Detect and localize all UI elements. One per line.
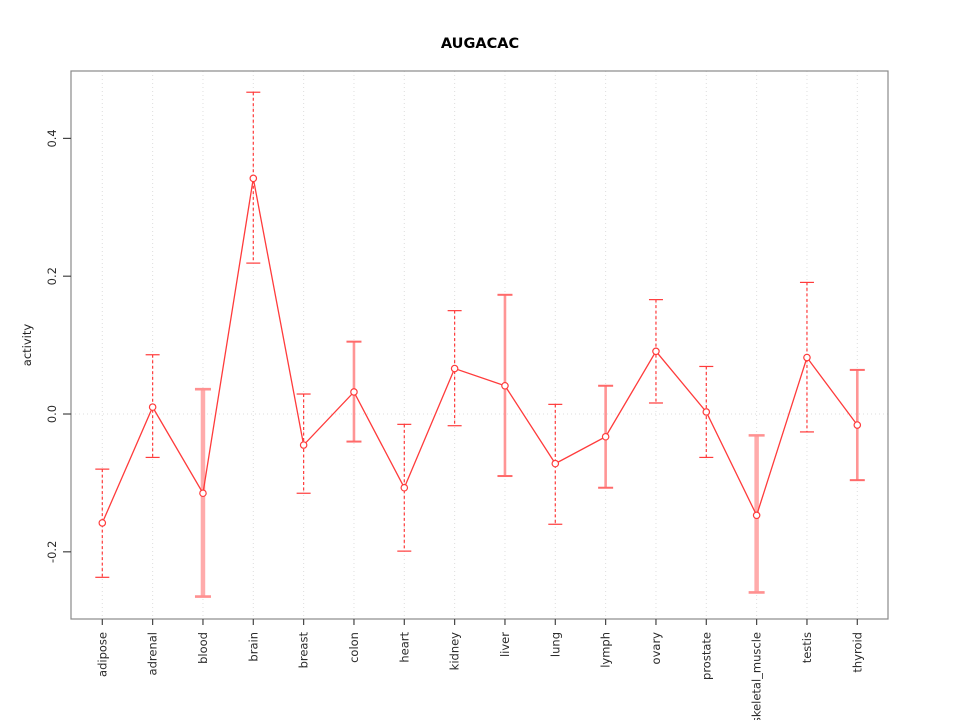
data-point [501,381,509,390]
y-tick-label: 0.0 [45,405,59,423]
chart-title: AUGACAC [440,36,520,52]
data-point [350,388,358,396]
x-tick-label: adrenal [146,632,160,675]
data-point [803,353,811,362]
data-point [98,519,107,527]
data-point [853,421,862,429]
x-tick-label: colon [347,632,361,663]
plot-border [70,70,889,620]
y-tick-label: 0.4 [45,129,59,147]
y-tick-label: -0.2 [45,541,59,563]
x-tick-label: adipose [95,632,109,677]
data-point [702,408,711,416]
x-tick-label: ovary [649,632,663,665]
data-point [601,432,610,441]
data-point [450,364,459,373]
data-line [101,178,858,524]
data-point [652,347,660,356]
data-point [551,459,560,468]
x-tick-label: heart [397,632,411,663]
x-tick-label: lung [548,632,562,657]
data-point [299,441,308,449]
data-point [752,511,761,520]
x-tick-label: skeletal_muscle [750,632,764,720]
y-tick-label: 0.2 [45,267,59,285]
x-tick-label: brain [246,632,260,662]
x-tick-label: prostate [699,632,713,680]
data-point [199,489,207,498]
x-tick-label: breast [297,632,311,669]
x-tick-label: kidney [448,632,462,671]
x-tick-label: thyroid [850,632,864,673]
data-point [249,174,258,183]
x-tick-label: liver [498,632,512,657]
data-point [400,483,409,492]
x-tick-label: lymph [599,632,613,668]
data-point [148,403,157,411]
x-tick-label: blood [196,632,210,664]
x-tick-label: testis [800,632,814,663]
